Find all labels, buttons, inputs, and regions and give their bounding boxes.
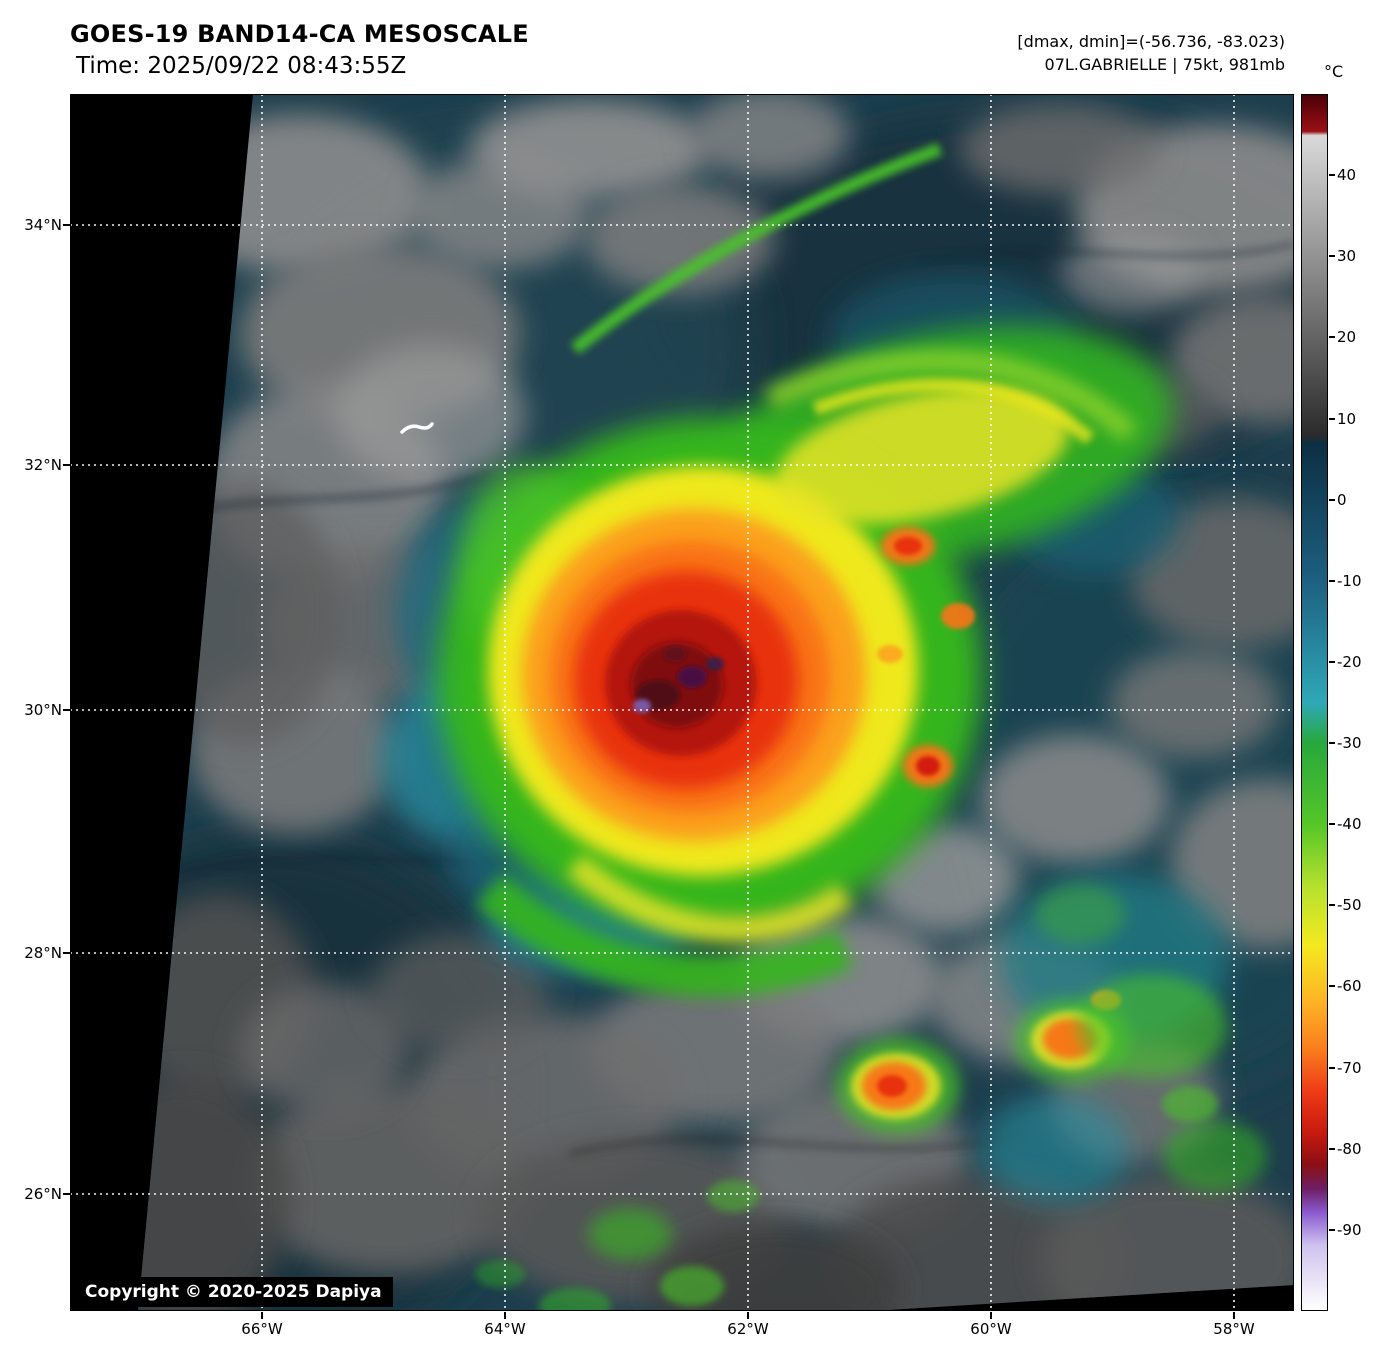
colorbar bbox=[1301, 94, 1328, 1311]
lon-tick-label: 64°W bbox=[484, 1320, 526, 1338]
lat-tick-mark bbox=[63, 464, 70, 466]
timestamp-label: Time: 2025/09/22 08:43:55Z bbox=[76, 53, 407, 79]
lat-tick-mark bbox=[63, 709, 70, 711]
lat-tick-mark bbox=[63, 952, 70, 954]
colorbar-tick-label: 30 bbox=[1337, 247, 1357, 266]
colorbar-tick-label: 40 bbox=[1337, 166, 1357, 185]
colorbar-tick-label: -90 bbox=[1337, 1220, 1362, 1239]
colorbar-tick-mark bbox=[1329, 174, 1335, 177]
lon-tick-label: 60°W bbox=[970, 1320, 1012, 1338]
lon-tick-label: 62°W bbox=[727, 1320, 769, 1338]
colorbar-tick-label: 0 bbox=[1337, 490, 1347, 509]
satellite-image bbox=[70, 94, 1294, 1311]
graticule-layer bbox=[70, 94, 1294, 1311]
colorbar-tick-mark bbox=[1329, 660, 1335, 663]
lat-tick-label: 34°N bbox=[24, 216, 62, 234]
colorbar-tick-mark bbox=[1329, 1228, 1335, 1231]
colorbar-tick-label: -70 bbox=[1337, 1058, 1362, 1077]
bermuda-island bbox=[400, 422, 434, 434]
satellite-map bbox=[70, 94, 1294, 1311]
colorbar-tick-label: -80 bbox=[1337, 1139, 1362, 1158]
colorbar-unit-label: °C bbox=[1324, 62, 1344, 81]
colorbar-tick-mark bbox=[1329, 985, 1335, 988]
lat-tick-label: 30°N bbox=[24, 701, 62, 719]
colorbar-tick-mark bbox=[1329, 417, 1335, 420]
colorbar-tick-label: -50 bbox=[1337, 896, 1362, 915]
storm-info-label: 07L.GABRIELLE | 75kt, 981mb bbox=[1044, 55, 1285, 74]
colorbar-tick-label: 20 bbox=[1337, 328, 1357, 347]
colorbar-tick-mark bbox=[1329, 498, 1335, 501]
dmax-dmin-label: [dmax, dmin]=(-56.736, -83.023) bbox=[1017, 32, 1285, 51]
lon-tick-label: 58°W bbox=[1213, 1320, 1255, 1338]
colorbar-tick-label: -20 bbox=[1337, 652, 1362, 671]
colorbar-tick-mark bbox=[1329, 579, 1335, 582]
colorbar-tick-mark bbox=[1329, 1147, 1335, 1150]
lon-tick-mark bbox=[747, 1312, 749, 1319]
colorbar-tick-mark bbox=[1329, 336, 1335, 339]
colorbar-tick-label: 10 bbox=[1337, 409, 1357, 428]
lat-tick-label: 32°N bbox=[24, 456, 62, 474]
lon-tick-mark bbox=[261, 1312, 263, 1319]
colorbar-tick-label: -40 bbox=[1337, 815, 1362, 834]
page-title: GOES-19 BAND14-CA MESOSCALE bbox=[70, 20, 529, 48]
lat-tick-mark bbox=[63, 224, 70, 226]
colorbar-tick-mark bbox=[1329, 742, 1335, 745]
lat-tick-mark bbox=[63, 1193, 70, 1195]
colorbar-tick-mark bbox=[1329, 1066, 1335, 1069]
colorbar-tick-label: -30 bbox=[1337, 734, 1362, 753]
lon-tick-mark bbox=[504, 1312, 506, 1319]
lon-tick-mark bbox=[1233, 1312, 1235, 1319]
lon-tick-label: 66°W bbox=[241, 1320, 283, 1338]
colorbar-tick-mark bbox=[1329, 823, 1335, 826]
colorbar-tick-label: -10 bbox=[1337, 571, 1362, 590]
colorbar-tick-mark bbox=[1329, 255, 1335, 258]
copyright-label: Copyright © 2020-2025 Dapiya bbox=[74, 1277, 393, 1307]
colorbar-tick-label: -60 bbox=[1337, 977, 1362, 996]
colorbar-tick-mark bbox=[1329, 904, 1335, 907]
lat-tick-label: 28°N bbox=[24, 944, 62, 962]
lat-tick-label: 26°N bbox=[24, 1185, 62, 1203]
lon-tick-mark bbox=[990, 1312, 992, 1319]
